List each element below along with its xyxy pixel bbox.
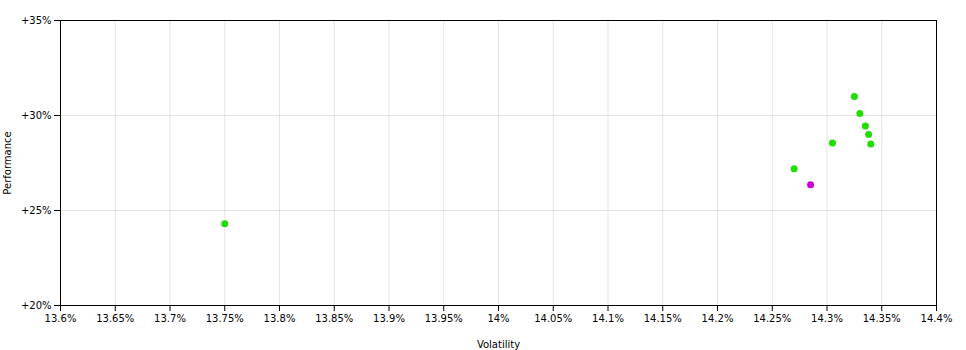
svg-text:+20%: +20% — [21, 300, 52, 311]
svg-text:13.6%: 13.6% — [45, 313, 77, 324]
svg-text:13.65%: 13.65% — [96, 313, 134, 324]
svg-text:14.15%: 14.15% — [644, 313, 682, 324]
svg-text:14.25%: 14.25% — [753, 313, 791, 324]
svg-text:Performance: Performance — [2, 131, 13, 194]
svg-text:14.1%: 14.1% — [592, 313, 624, 324]
svg-text:13.85%: 13.85% — [315, 313, 353, 324]
svg-text:14.35%: 14.35% — [863, 313, 901, 324]
svg-text:13.9%: 13.9% — [373, 313, 405, 324]
svg-text:13.75%: 13.75% — [206, 313, 244, 324]
svg-text:14.05%: 14.05% — [534, 313, 572, 324]
svg-text:14%: 14% — [487, 313, 509, 324]
svg-text:13.95%: 13.95% — [425, 313, 463, 324]
svg-text:+35%: +35% — [21, 15, 52, 26]
svg-text:+30%: +30% — [21, 110, 52, 121]
svg-text:13.8%: 13.8% — [264, 313, 296, 324]
svg-text:14.2%: 14.2% — [702, 313, 734, 324]
svg-text:13.7%: 13.7% — [154, 313, 186, 324]
svg-text:+25%: +25% — [21, 205, 52, 216]
svg-text:Volatility: Volatility — [477, 339, 520, 350]
svg-text:14.3%: 14.3% — [811, 313, 843, 324]
svg-text:14.4%: 14.4% — [921, 313, 953, 324]
